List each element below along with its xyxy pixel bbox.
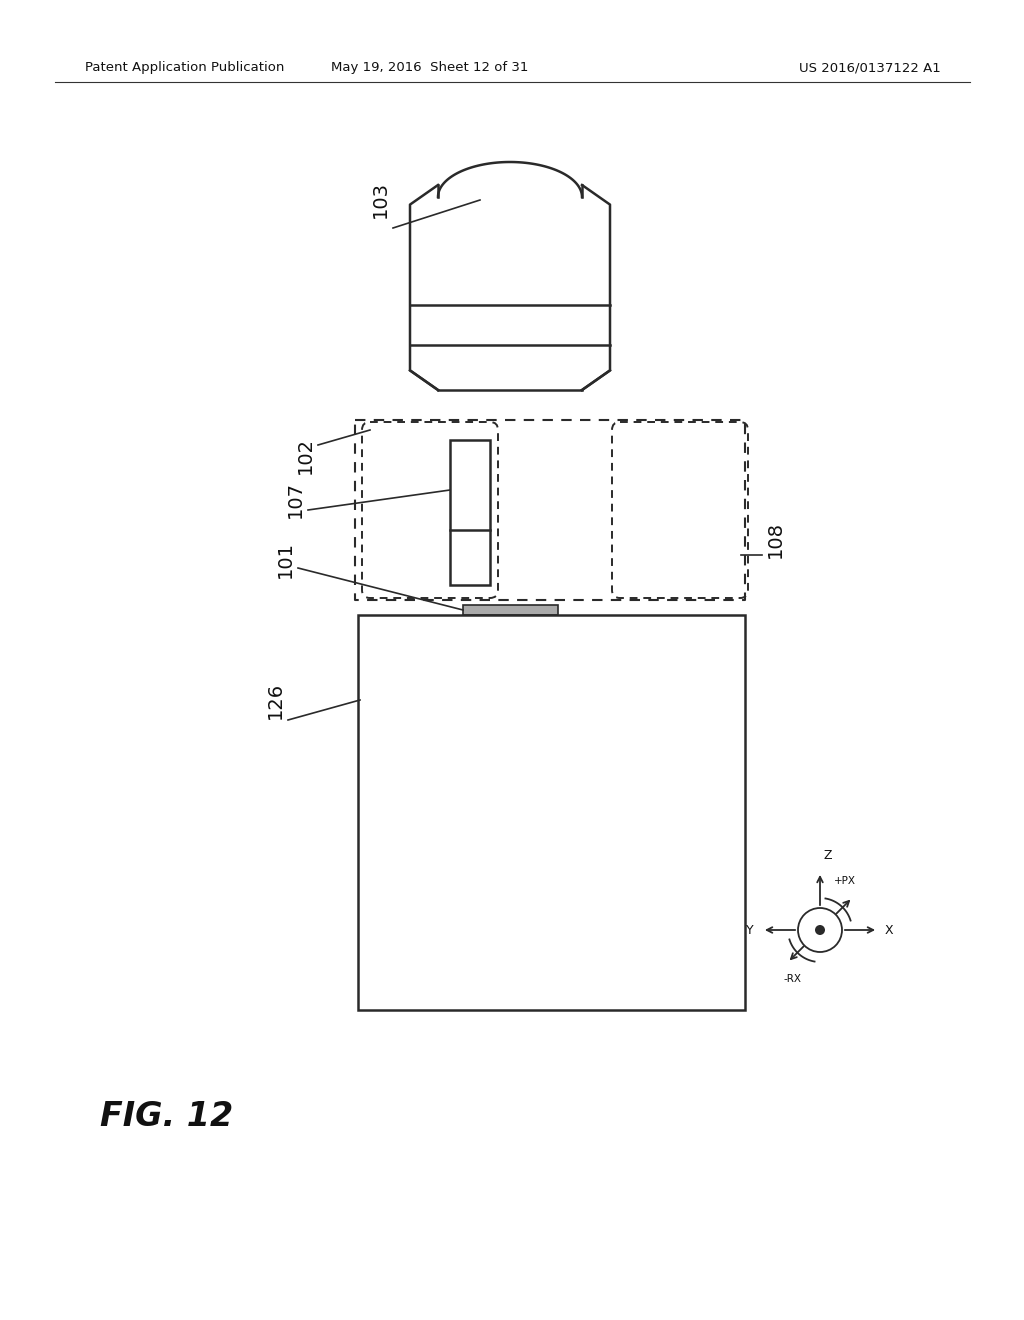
Text: US 2016/0137122 A1: US 2016/0137122 A1 <box>799 62 941 74</box>
Bar <box>358 615 745 1010</box>
Text: 101: 101 <box>275 541 295 578</box>
Text: May 19, 2016  Sheet 12 of 31: May 19, 2016 Sheet 12 of 31 <box>332 62 528 74</box>
Text: X: X <box>885 924 894 936</box>
Text: Y: Y <box>746 924 754 936</box>
Text: 126: 126 <box>265 681 285 718</box>
Text: Patent Application Publication: Patent Application Publication <box>85 62 285 74</box>
Bar <box>450 440 490 585</box>
Text: 108: 108 <box>766 521 784 558</box>
Text: 107: 107 <box>286 482 304 519</box>
Bar <box>463 605 558 615</box>
Text: +PX: +PX <box>834 875 855 886</box>
Bar <box>355 420 745 601</box>
Text: 103: 103 <box>371 181 389 219</box>
Text: Z: Z <box>824 849 833 862</box>
Text: -RX: -RX <box>783 974 802 985</box>
Text: 102: 102 <box>296 437 314 474</box>
Circle shape <box>815 925 825 935</box>
Text: FIG. 12: FIG. 12 <box>100 1100 233 1133</box>
